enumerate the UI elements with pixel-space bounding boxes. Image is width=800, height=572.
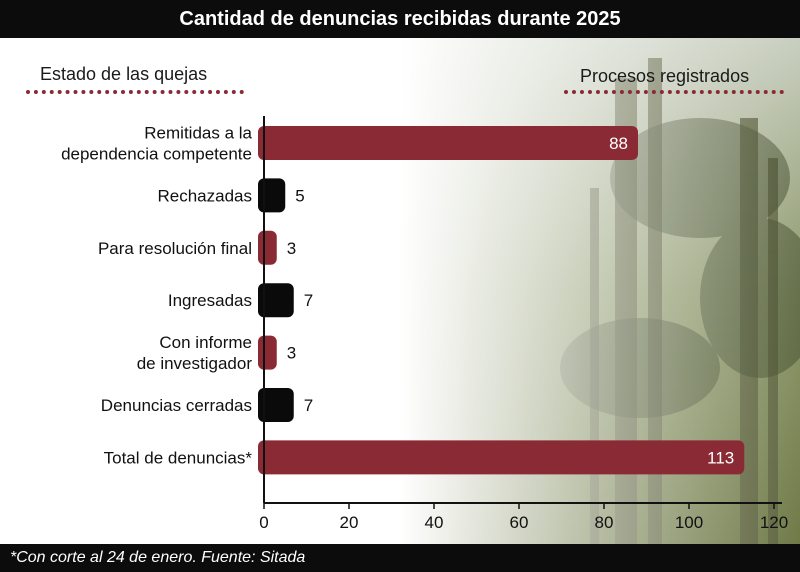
right-header-underline (564, 90, 784, 94)
x-tick-label-5: 100 (675, 513, 703, 532)
chart-title: Cantidad de denuncias recibidas durante … (0, 0, 800, 38)
value-label-3: 7 (304, 291, 313, 310)
footnote: *Con corte al 24 de enero. Fuente: Sitad… (0, 544, 800, 572)
bar-0 (258, 126, 638, 160)
category-label-6: Total de denuncias* (104, 448, 253, 467)
category-label-1: Rechazadas (157, 186, 252, 205)
category-label-4: Con informe de investigador (137, 333, 253, 373)
bar-5 (258, 388, 294, 422)
bar-2 (258, 230, 277, 265)
bar-1 (258, 178, 286, 213)
value-label-2: 3 (287, 239, 296, 258)
category-label-5: Denuncias cerradas (101, 396, 252, 415)
value-label-5: 7 (304, 396, 313, 415)
value-label-0: 88 (609, 134, 628, 153)
x-tick-label-6: 120 (760, 513, 788, 532)
x-tick-label-4: 80 (595, 513, 614, 532)
value-label-4: 3 (287, 344, 296, 363)
category-label-2: Para resolución final (98, 239, 252, 258)
value-label-1: 5 (295, 186, 304, 205)
left-header-underline (26, 90, 244, 94)
bar-4 (258, 335, 277, 370)
category-label-3: Ingresadas (168, 291, 252, 310)
x-tick-label-1: 20 (340, 513, 359, 532)
right-column-header: Procesos registrados (580, 66, 750, 86)
bar-6 (258, 440, 745, 475)
x-tick-label-3: 60 (510, 513, 529, 532)
left-column-header: Estado de las quejas (40, 64, 208, 84)
bar-3 (258, 283, 294, 318)
x-tick-label-0: 0 (259, 513, 268, 532)
category-label-0: Remitidas a la dependencia competente (61, 124, 252, 164)
value-label-6: 113 (707, 448, 734, 467)
x-tick-label-2: 40 (425, 513, 444, 532)
